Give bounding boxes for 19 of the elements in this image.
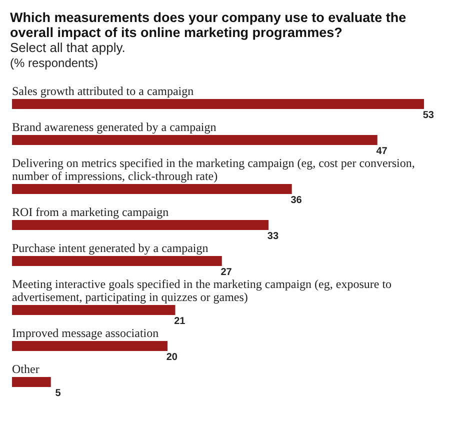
y-tick-label: Improved message association xyxy=(12,326,159,340)
annotation: (% respondents) xyxy=(10,56,98,70)
data-label: 5 xyxy=(55,388,62,399)
y-tick-label: Sales growth attributed to a campaign xyxy=(12,84,194,98)
y-tick-label: Other xyxy=(12,362,40,376)
data-label: 20 xyxy=(166,352,178,363)
y-tick-label: Delivering on metrics specified in the marketing campaign (eg, cost per conversion, number of impressions, click-through rate) xyxy=(12,156,415,183)
data-label: 33 xyxy=(267,231,279,242)
data-label: 47 xyxy=(376,146,388,157)
data-label: 36 xyxy=(290,195,302,206)
y-tick-label: Purchase intent generated by a campaign xyxy=(12,241,208,255)
data-label: 53 xyxy=(422,110,434,121)
data-label: 21 xyxy=(174,316,186,327)
y-tick-label: Meeting interactive goals specified in the marketing campaign (eg, exposure to advertisement, participating in quizzes or games) xyxy=(12,277,392,304)
y-tick-label: Brand awareness generated by a campaign xyxy=(12,120,216,134)
data-label: 27 xyxy=(220,267,232,278)
chart-title: Which measurements does your company use to evaluate the overall impact of its online marketing programmes? xyxy=(10,10,407,40)
chart-subtitle: Select all that apply. xyxy=(10,40,126,55)
y-tick-label: ROI from a marketing campaign xyxy=(12,205,169,219)
